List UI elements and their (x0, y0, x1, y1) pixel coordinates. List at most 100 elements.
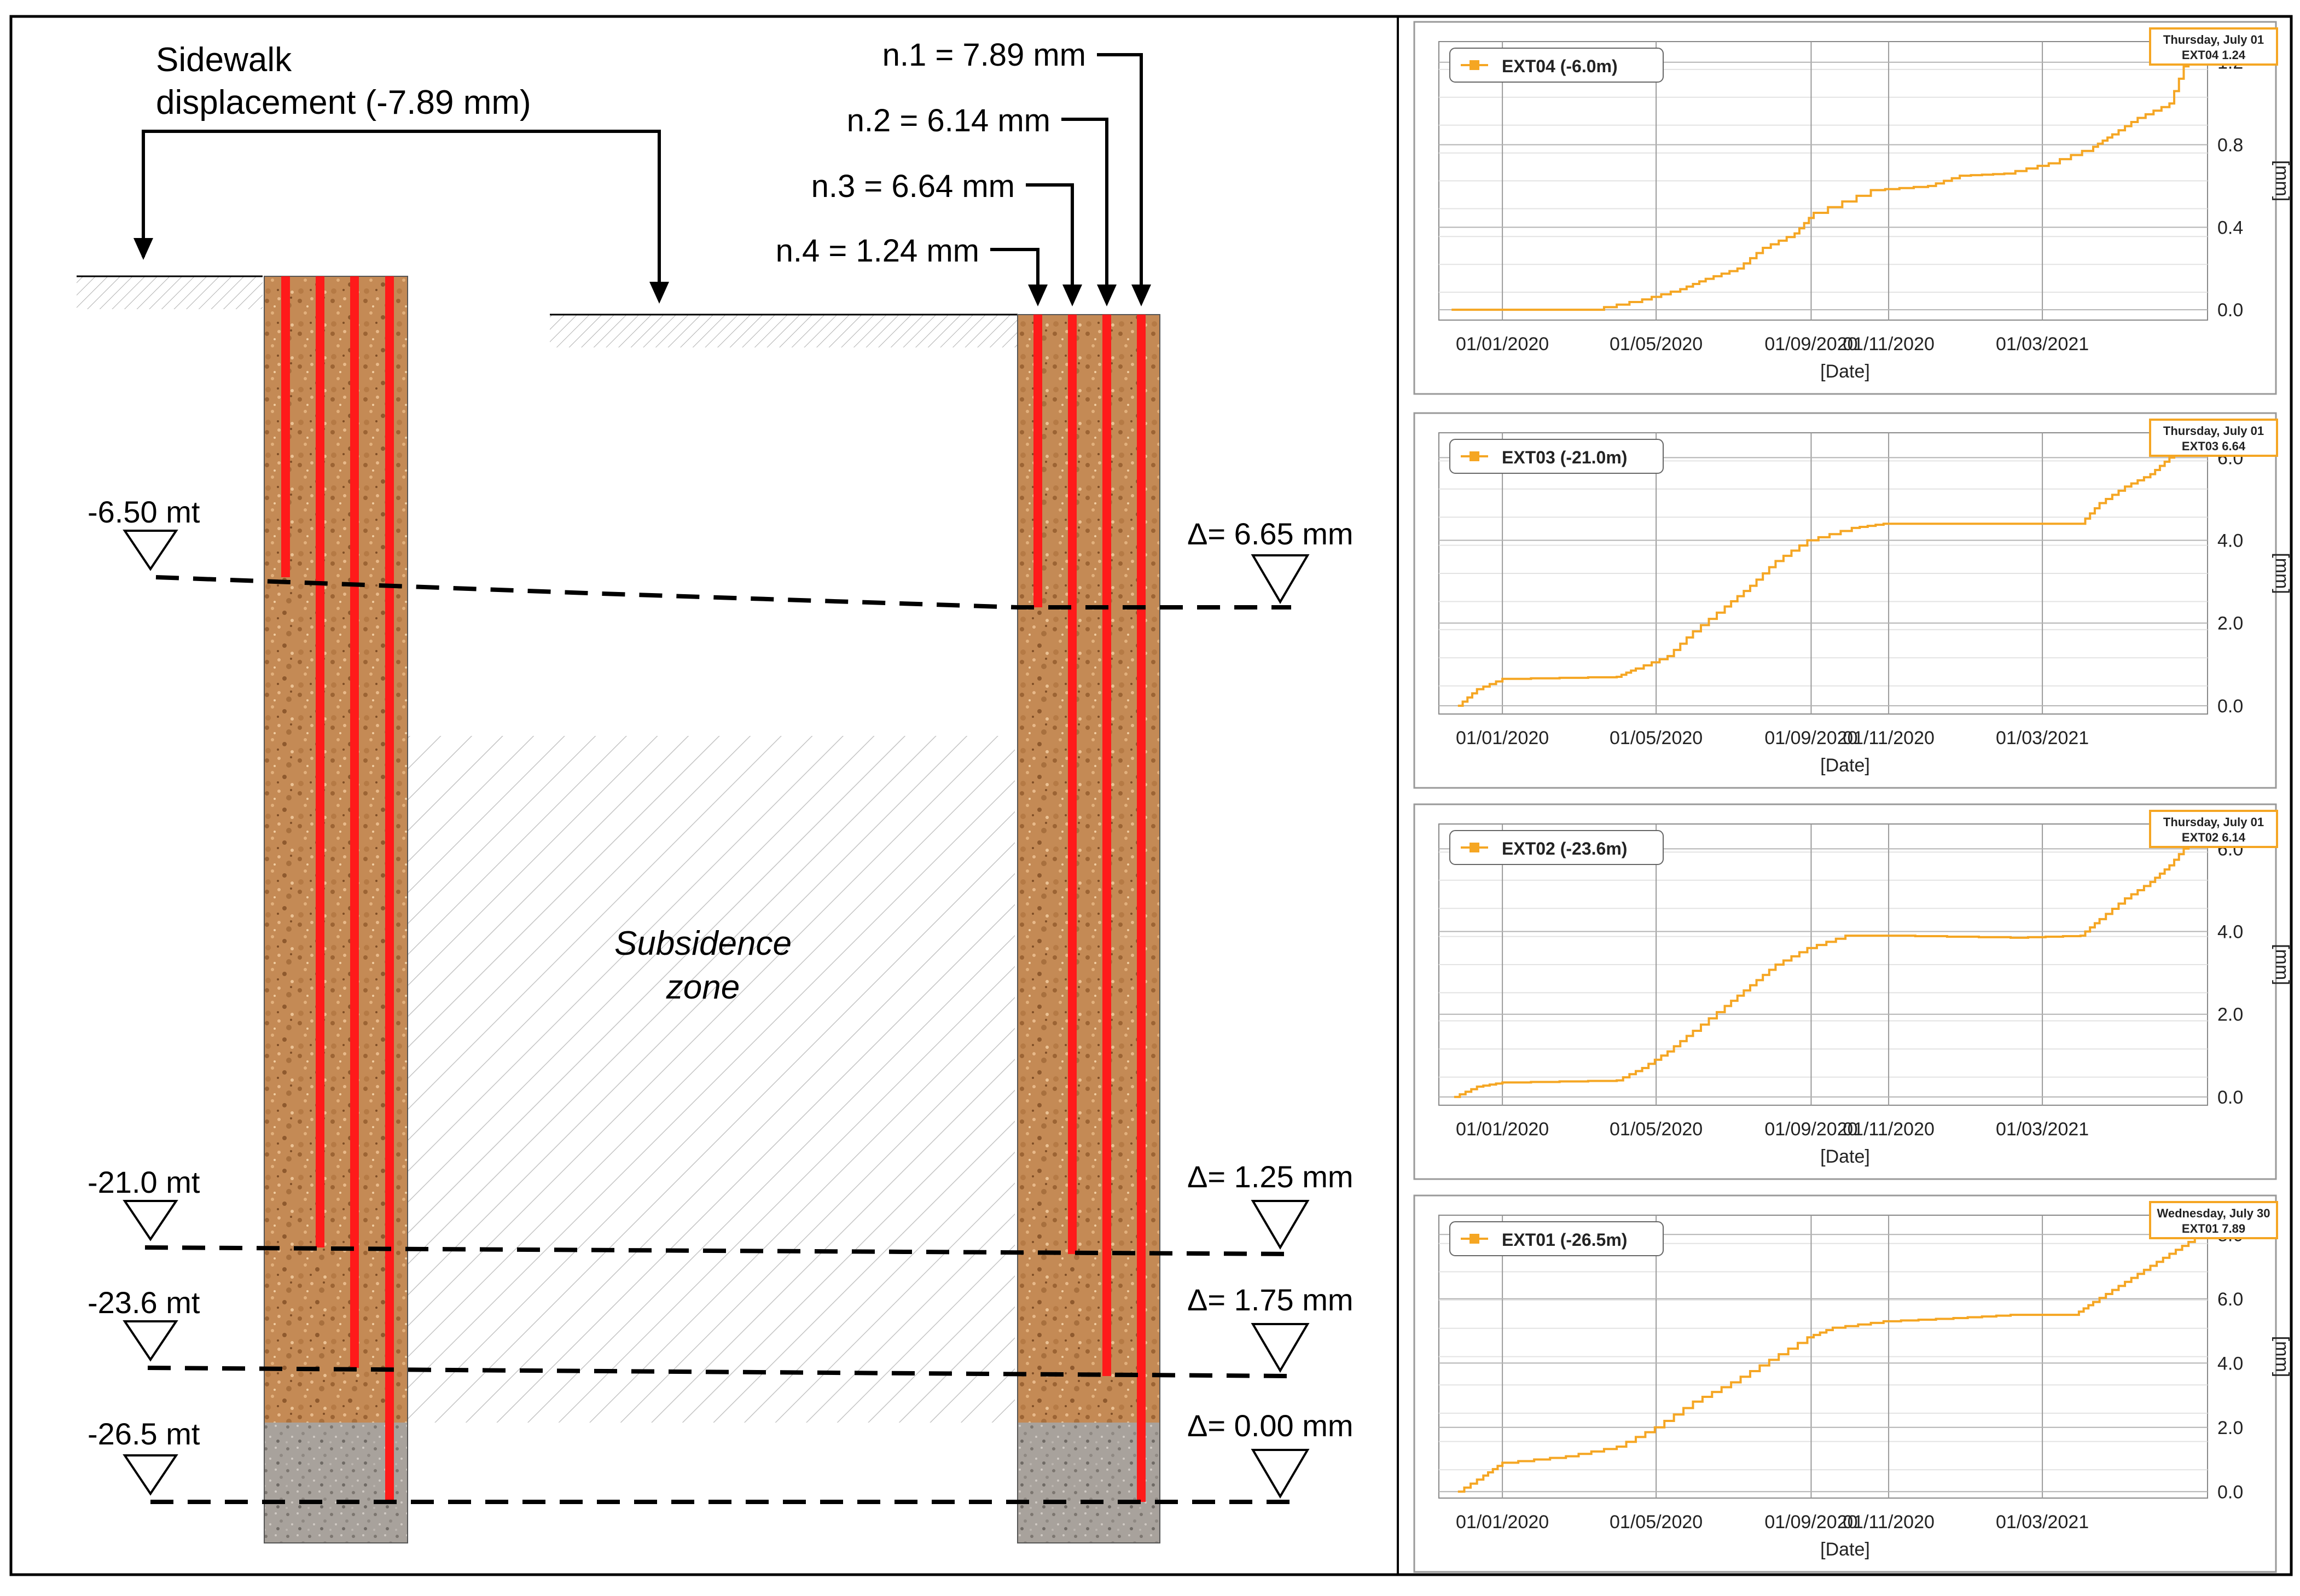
x-axis-label: [Date] (1820, 361, 1870, 382)
delta-symbol-4: Δ= (1187, 1408, 1225, 1443)
series-line (1454, 843, 2190, 1098)
x-axis-label: [Date] (1820, 1539, 1870, 1560)
delta-triangle-4 (1251, 1449, 1310, 1499)
y-tick-label: 0.0 (2217, 300, 2243, 321)
x-tick-label: 01/11/2020 (1843, 1512, 1935, 1533)
x-axis-label: [Date] (1820, 1146, 1870, 1167)
tooltip-box (2149, 419, 2278, 457)
subsidence-zone-label-1: Subsidence (614, 925, 792, 962)
y-tick-label: 4.0 (2217, 922, 2243, 943)
legend-box (1449, 439, 1664, 474)
legend-box (1449, 1221, 1664, 1256)
sidewalk-label-2: displacement (-7.89 mm) (156, 84, 531, 121)
tooltip-date: Thursday, July 01 (2163, 33, 2264, 47)
x-tick-label: 01/03/2021 (1996, 1119, 2089, 1140)
delta-symbol-2: Δ= (1187, 1159, 1225, 1194)
delta-value-4: 0.00 mm (1234, 1408, 1354, 1443)
delta-label-3: Δ= 1.75 mm (1187, 1282, 1354, 1317)
x-tick-label: 01/05/2020 (1610, 1119, 1703, 1140)
y-tick-label: 4.0 (2217, 1353, 2243, 1374)
reading-label-n2: n.2 = 6.14 mm (847, 103, 1050, 138)
y-tick-label: 0.0 (2217, 696, 2243, 717)
y-tick-label: 0.8 (2217, 135, 2243, 156)
y-tick-label: 6.0 (2217, 1289, 2243, 1310)
x-tick-label: 01/09/2020 (1764, 1512, 1857, 1533)
chart-panel-frame (1413, 803, 2277, 1180)
sidewalk-arrow-left-icon (133, 238, 153, 260)
reading-label-n3: n.3 = 6.64 mm (811, 169, 1015, 204)
legend-marker-icon (1470, 1234, 1479, 1244)
tooltip-value: EXT01 7.89 (2182, 1222, 2245, 1235)
sidewalk-leader (142, 130, 661, 295)
leader-n2 (1061, 118, 1108, 290)
x-tick-label: 01/09/2020 (1764, 728, 1857, 748)
tooltip-box (2149, 1201, 2278, 1239)
y-tick-label: 2.0 (2217, 613, 2243, 634)
x-tick-label: 01/09/2020 (1764, 334, 1857, 355)
legend-box (1449, 48, 1664, 83)
subsidence-zone-hatch (408, 736, 1015, 1423)
level-triangle-3 (123, 1320, 178, 1362)
right-borehole-outline (1017, 314, 1160, 1543)
x-tick-label: 01/01/2020 (1456, 728, 1549, 748)
legend-marker-icon (1470, 451, 1479, 461)
x-tick-label: 01/03/2021 (1996, 728, 2089, 748)
tooltip-value: EXT03 6.64 (2182, 439, 2246, 453)
y-tick-label: 0.0 (2217, 1087, 2243, 1108)
y-tick-label: 4.0 (2217, 531, 2243, 552)
x-tick-label: 01/09/2020 (1764, 1119, 1857, 1140)
depth-label-3: -23.6 mt (88, 1285, 200, 1320)
legend-label: EXT03 (-21.0m) (1502, 448, 1627, 467)
chart-1: 01/01/2020 01/05/2020 01/09/202001/11/2020… (1413, 21, 2292, 395)
x-tick-label: 01/11/2020 (1843, 334, 1935, 355)
chart-4: 01/01/2020 01/05/2020 01/09/202001/11/2020… (1413, 1194, 2292, 1573)
y-axis-label: [mm] (2272, 553, 2292, 594)
depth-label-2: -21.0 mt (88, 1165, 200, 1199)
x-tick-label: 01/05/2020 (1610, 334, 1703, 355)
x-tick-label: 01/01/2020 (1456, 1512, 1549, 1533)
level-triangle-4 (123, 1454, 178, 1496)
tooltip-date: Wednesday, July 30 (2157, 1206, 2270, 1220)
x-tick-label: 01/01/2020 (1456, 1119, 1549, 1140)
delta-symbol-3: Δ= (1187, 1282, 1225, 1317)
chart-3: 01/01/2020 01/05/2020 01/09/202001/11/2020… (1413, 803, 2292, 1180)
arrow-n3-icon (1062, 285, 1082, 306)
arrow-n4-icon (1028, 285, 1048, 306)
delta-triangle-3 (1251, 1323, 1310, 1373)
chart-panel-frame (1413, 412, 2277, 789)
delta-label-2: Δ= 1.25 mm (1187, 1159, 1354, 1194)
leader-n1 (1097, 53, 1143, 290)
y-tick-label: 2.0 (2217, 1418, 2243, 1438)
sidewalk-arrow-right-icon (649, 282, 669, 304)
anchor-line-21-0 (144, 1245, 1292, 1256)
tooltip-value: EXT04 1.24 (2182, 48, 2246, 62)
anchor-line-6-50 (155, 575, 1291, 610)
y-axis-label: [mm] (2272, 160, 2292, 202)
y-tick-label: 2.0 (2217, 1005, 2243, 1025)
chart-panel-frame (1413, 21, 2277, 395)
x-tick-label: 01/03/2021 (1996, 334, 2089, 355)
arrow-n2-icon (1097, 285, 1117, 306)
extensometer-diagram: -6.50 mt -21.0 mt -23.6 mt -26.5 mt Δ= 6… (77, 37, 1354, 1543)
series-line (1457, 1238, 2196, 1493)
chart-panel-frame (1413, 1194, 2277, 1573)
reading-label-n1: n.1 = 7.89 mm (882, 37, 1086, 73)
x-tick-label: 01/01/2020 (1456, 334, 1549, 355)
tooltip-box (2149, 810, 2278, 848)
x-tick-label: 01/11/2020 (1843, 728, 1935, 748)
y-tick-label: 0.0 (2217, 1482, 2243, 1502)
reading-label-n4: n.4 = 1.24 mm (776, 233, 979, 269)
series-line (1457, 431, 2190, 707)
x-tick-label: 01/05/2020 (1610, 1512, 1703, 1533)
legend-box (1449, 830, 1664, 865)
extensometer-charts: 01/01/2020 01/05/2020 01/09/202001/11/2020… (1413, 21, 2292, 1573)
depth-label-4: -26.5 mt (88, 1417, 200, 1451)
x-tick-label: 01/05/2020 (1610, 728, 1703, 748)
anchor-lines (144, 575, 1292, 1504)
ground-hatch-left (77, 276, 263, 309)
delta-triangle-2 (1251, 1200, 1310, 1250)
subsidence-zone-label-2: zone (666, 968, 740, 1006)
legend-marker-icon (1470, 60, 1479, 70)
x-tick-label: 01/11/2020 (1843, 1119, 1935, 1140)
